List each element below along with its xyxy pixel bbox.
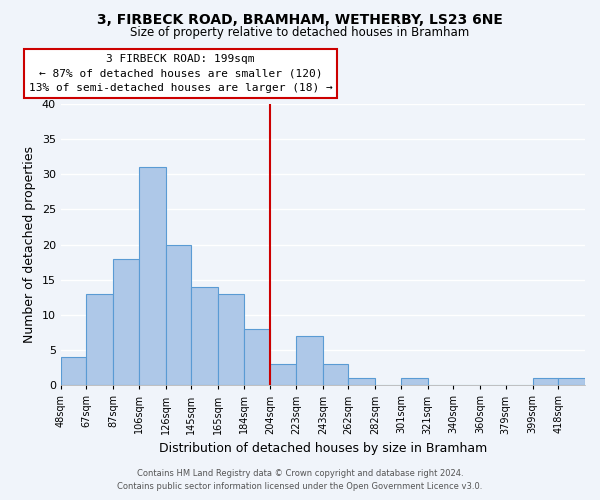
Bar: [61, 357, 86, 386]
Bar: [401, 378, 428, 386]
Text: 3, FIRBECK ROAD, BRAMHAM, WETHERBY, LS23 6NE: 3, FIRBECK ROAD, BRAMHAM, WETHERBY, LS23…: [97, 12, 503, 26]
Bar: [323, 364, 349, 386]
Bar: [558, 378, 585, 386]
Bar: [271, 364, 296, 386]
Text: 3 FIRBECK ROAD: 199sqm
← 87% of detached houses are smaller (120)
13% of semi-de: 3 FIRBECK ROAD: 199sqm ← 87% of detached…: [29, 54, 332, 94]
Bar: [244, 329, 271, 386]
X-axis label: Distribution of detached houses by size in Bramham: Distribution of detached houses by size …: [159, 442, 487, 455]
Bar: [139, 168, 166, 386]
Bar: [296, 336, 323, 386]
Bar: [218, 294, 244, 386]
Bar: [166, 244, 191, 386]
Bar: [191, 287, 218, 386]
Text: Size of property relative to detached houses in Bramham: Size of property relative to detached ho…: [130, 26, 470, 39]
Y-axis label: Number of detached properties: Number of detached properties: [23, 146, 36, 343]
Bar: [86, 294, 113, 386]
Bar: [349, 378, 376, 386]
Text: Contains HM Land Registry data © Crown copyright and database right 2024.
Contai: Contains HM Land Registry data © Crown c…: [118, 470, 482, 491]
Bar: [113, 258, 139, 386]
Bar: [533, 378, 558, 386]
